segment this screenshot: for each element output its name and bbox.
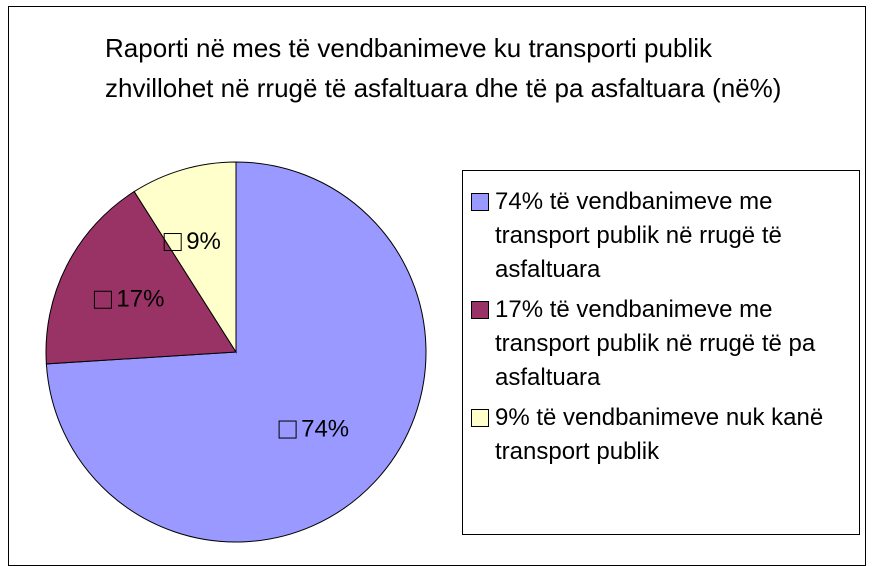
legend-entry: 17% të vendbanimeve me transport publik … bbox=[471, 293, 853, 395]
label-box bbox=[163, 233, 182, 252]
pie-slice bbox=[133, 161, 237, 354]
legend-label: 9% të vendbanimeve nuk kanë transport pu… bbox=[495, 404, 824, 465]
legend-swatch bbox=[471, 193, 489, 211]
legend-label: 17% të vendbanimeve me transport publik … bbox=[495, 296, 816, 391]
data-label: 74% bbox=[301, 415, 349, 442]
label-box bbox=[93, 290, 112, 309]
legend-swatch bbox=[471, 409, 489, 427]
legend-swatch bbox=[471, 301, 489, 319]
label-box bbox=[278, 420, 297, 439]
chart-title: Raporti në mes të vendbanimeve ku transp… bbox=[105, 33, 782, 103]
pie-slice bbox=[45, 190, 237, 365]
data-label: 17% bbox=[116, 286, 164, 313]
data-label: 9% bbox=[186, 228, 221, 255]
legend-entry: 74% të vendbanimeve me transport publik … bbox=[471, 185, 853, 287]
legend: 74% të vendbanimeve me transport publik … bbox=[462, 170, 860, 535]
legend-label: 74% të vendbanimeve me transport publik … bbox=[495, 188, 782, 283]
legend-entry: 9% të vendbanimeve nuk kanë transport pu… bbox=[471, 401, 853, 469]
